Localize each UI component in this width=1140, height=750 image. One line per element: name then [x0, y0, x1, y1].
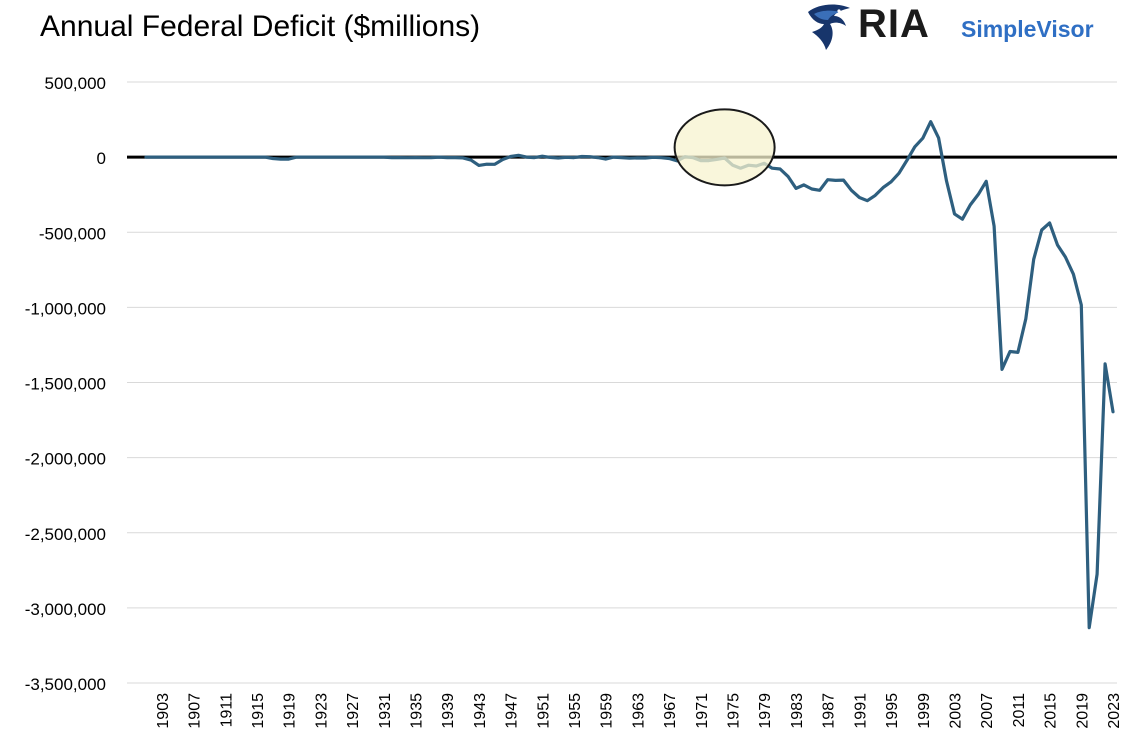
x-tick-label: 1979	[757, 693, 774, 729]
y-axis-tick-labels: 500,000 0 -500,000 -1,000,000 -1,500,000 -2,0…	[25, 74, 106, 694]
x-tick-label: 1975	[726, 693, 743, 729]
x-tick-label: 1939	[440, 693, 457, 729]
deficit-series-line	[144, 120, 1115, 630]
brand-logo: RIA SimpleVisor	[806, 0, 1126, 56]
x-tick-label: 1951	[535, 693, 552, 729]
x-tick-label: 2019	[1074, 693, 1091, 729]
series-layer	[144, 120, 1115, 630]
y-tick-label: -1,500,000	[25, 375, 106, 394]
x-tick-label: 2011	[1011, 693, 1028, 728]
brand-name: RIA	[858, 2, 930, 46]
grid-lines	[127, 81, 1117, 684]
x-tick-label: 1971	[694, 693, 711, 729]
y-tick-label: -3,500,000	[25, 675, 106, 694]
x-tick-label: 1927	[345, 693, 362, 729]
highlight-circle	[673, 108, 776, 187]
chart-title: Annual Federal Deficit ($millions)	[40, 10, 481, 43]
x-tick-label: 1955	[567, 693, 584, 729]
x-tick-label: 1947	[504, 693, 521, 729]
x-tick-label: 1943	[472, 693, 489, 729]
x-tick-label: 1987	[821, 693, 838, 729]
x-tick-label: 1959	[599, 693, 616, 729]
eagle-icon	[808, 4, 850, 51]
x-tick-label: 1919	[282, 693, 299, 729]
x-tick-label: 2007	[979, 693, 996, 729]
y-tick-label: -500,000	[39, 224, 106, 243]
y-tick-label: 500,000	[45, 74, 106, 93]
y-tick-label: -3,000,000	[25, 600, 106, 619]
x-tick-label: 1923	[313, 693, 330, 729]
x-tick-label: 1911	[218, 693, 235, 728]
brand-product: SimpleVisor	[961, 16, 1094, 42]
x-tick-label: 1991	[852, 693, 869, 729]
x-tick-label: 2023	[1106, 693, 1123, 729]
x-tick-label: 2003	[947, 693, 964, 729]
y-tick-label: -2,500,000	[25, 525, 106, 544]
highlight-layer	[673, 108, 776, 187]
x-tick-label: 1999	[916, 693, 933, 729]
x-tick-label: 1931	[377, 693, 394, 729]
x-tick-label: 1967	[662, 693, 679, 729]
x-tick-label: 1995	[884, 693, 901, 729]
x-tick-label: 1907	[187, 693, 204, 729]
y-tick-label: -1,000,000	[25, 299, 106, 318]
x-tick-label: 2015	[1043, 693, 1060, 729]
x-tick-label: 1963	[630, 693, 647, 729]
y-tick-label: -2,000,000	[25, 450, 106, 469]
x-tick-label: 1915	[250, 693, 267, 729]
x-tick-label: 1903	[155, 693, 172, 729]
y-tick-label: 0	[97, 149, 106, 168]
x-axis-tick-labels: 1903 1907 1911 1915 1919 1923 1927 1931 1935 1939…	[155, 693, 1123, 729]
x-tick-label: 1983	[789, 693, 806, 729]
x-tick-label: 1935	[408, 693, 425, 729]
